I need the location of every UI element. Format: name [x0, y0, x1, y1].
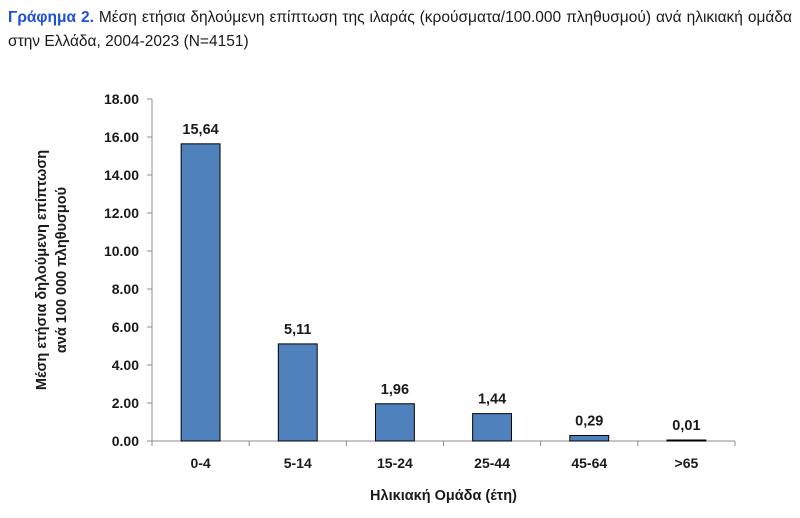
- figure-caption: Γράφημα 2. Μέση ετήσια δηλούμενη επίπτωσ…: [8, 6, 792, 54]
- bar->65: [666, 439, 707, 442]
- x-tick-label: 15-24: [377, 455, 413, 471]
- x-tick-label: 5-14: [284, 455, 312, 471]
- y-tick-label: 8.00: [112, 281, 139, 297]
- bars: [180, 143, 707, 442]
- y-axis: 0.00 2.00 4.00 6.00 8.00 10.00 12.00 14.00 16.00…: [104, 91, 153, 449]
- y-tick-label: 14.00: [104, 167, 139, 183]
- y-axis-label-line-1: Μέση ετήσια δηλούμενη επίπτωση: [34, 150, 50, 390]
- y-tick-label: 16.00: [104, 129, 139, 145]
- y-tick-label: 6.00: [112, 319, 139, 335]
- x-axis: 0-4 5-14 15-24 25-44 45-64 >65: [151, 440, 736, 471]
- bar-0-4: [180, 143, 221, 442]
- bar-value-label: 15,64: [182, 122, 218, 138]
- bar-25-44: [472, 413, 513, 442]
- bar-value-label: 0,29: [575, 413, 603, 429]
- x-tick-label: >65: [675, 455, 699, 471]
- y-axis-label-line-2: ανά 100 000 πληθυσμού: [54, 187, 70, 353]
- y-tick-label: 10.00: [104, 243, 139, 259]
- bar-value-label: 0,01: [672, 418, 700, 434]
- y-tick-label: 2.00: [112, 395, 139, 411]
- y-tick-label: 12.00: [104, 205, 139, 221]
- y-tick-label: 0.00: [112, 433, 139, 449]
- bar-45-64: [569, 434, 610, 442]
- x-tick-label: 45-64: [571, 455, 607, 471]
- bar-value-label: 1,44: [478, 392, 506, 408]
- y-tick-label: 4.00: [112, 357, 139, 373]
- y-tick-label: 18.00: [104, 91, 139, 107]
- bar-15-24: [374, 403, 415, 442]
- x-tick-label: 25-44: [474, 455, 510, 471]
- x-axis-label: Ηλικιακή Ομάδα (έτη): [370, 488, 517, 504]
- bar-5-14: [277, 343, 318, 442]
- data-labels: 15,64 5,11 1,96 1,44 0,29 0,01: [182, 122, 700, 434]
- bar-value-label: 1,96: [381, 382, 409, 398]
- x-tick-label: 0-4: [190, 455, 210, 471]
- bar-value-label: 5,11: [284, 322, 311, 338]
- figure-caption-text: Μέση ετήσια δηλούμενη επίπτωση της ιλαρά…: [8, 9, 792, 50]
- figure-number: Γράφημα 2.: [8, 9, 94, 26]
